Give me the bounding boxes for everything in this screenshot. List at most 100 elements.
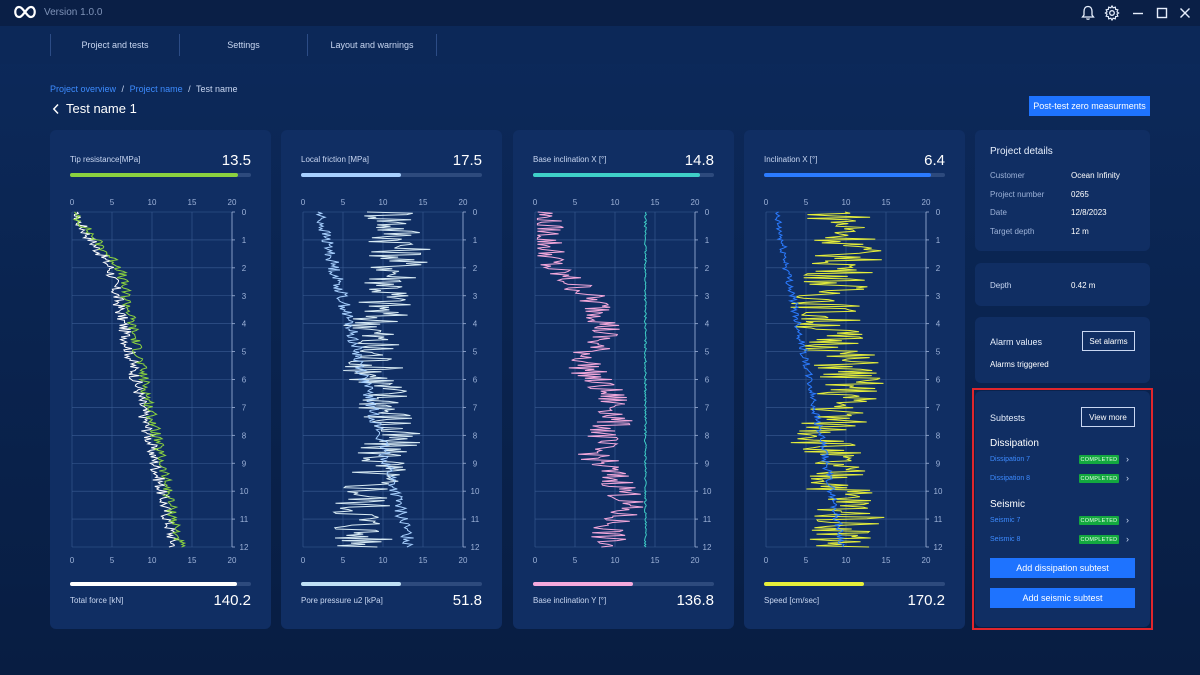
x-tick-label: 0 (70, 198, 75, 207)
nav-item-settings[interactable]: Settings (227, 40, 260, 50)
y-tick-label: 10 (471, 487, 480, 496)
chevron-right-icon[interactable]: › (1126, 454, 1129, 464)
x-tick-label: 0 (301, 556, 306, 565)
close-icon[interactable] (1176, 4, 1194, 22)
top-progress-bar (70, 173, 251, 177)
bottom-progress-bar (301, 582, 482, 586)
chevron-right-icon[interactable]: › (1126, 515, 1129, 525)
y-tick-label: 8 (242, 431, 247, 440)
view-more-button[interactable]: View more (1081, 407, 1135, 427)
subtests-highlight-frame (972, 388, 1153, 630)
y-tick-label: 12 (471, 543, 480, 552)
gear-icon[interactable] (1103, 4, 1121, 22)
y-tick-label: 9 (705, 459, 710, 468)
chevron-left-icon[interactable] (52, 103, 60, 115)
title-bar: Version 1.0.0 (0, 0, 1200, 26)
chart-bottom-label: Pore pressure u2 [kPa] (301, 596, 383, 605)
chevron-right-icon[interactable]: › (1126, 534, 1129, 544)
x-tick-label: 0 (301, 198, 306, 207)
x-tick-label: 15 (419, 556, 428, 565)
y-tick-label: 1 (936, 236, 941, 245)
x-tick-label: 0 (533, 556, 538, 565)
top-progress-bar (764, 173, 945, 177)
page-title-text: Test name 1 (66, 101, 137, 116)
series-line (536, 211, 644, 548)
breadcrumb: Project overview / Project name / Test n… (50, 84, 238, 94)
nav-item-project-and-tests[interactable]: Project and tests (81, 40, 149, 50)
y-tick-label: 0 (242, 208, 247, 217)
y-tick-label: 0 (705, 208, 710, 217)
y-tick-label: 6 (936, 376, 941, 385)
subtests-title: Subtests (990, 413, 1026, 423)
x-tick-label: 5 (804, 198, 809, 207)
subtest-seismic-7[interactable]: Seismic 7 (990, 517, 1021, 524)
chart-panel: Tip resistance[MPa] 13.5 Total force [kN] 1… (50, 130, 271, 629)
alarm-values-panel: Alarm values Set alarms Alarms triggered (975, 317, 1150, 383)
project-number-value: 0265 (1071, 190, 1089, 199)
x-tick-label: 15 (882, 556, 891, 565)
breadcrumb-separator: / (188, 84, 191, 94)
chart-bottom-value: 140.2 (213, 592, 251, 609)
subtest-seismic-8[interactable]: Seismic 8 (990, 536, 1021, 543)
y-tick-label: 12 (703, 543, 712, 552)
y-tick-label: 2 (705, 264, 710, 273)
y-tick-label: 5 (473, 348, 478, 357)
add-seismic-subtest-button[interactable]: Add seismic subtest (990, 588, 1135, 608)
x-tick-label: 10 (148, 556, 157, 565)
minimize-icon[interactable] (1129, 4, 1147, 22)
x-tick-label: 10 (611, 198, 620, 207)
x-tick-label: 15 (651, 556, 660, 565)
chevron-right-icon[interactable]: › (1126, 473, 1129, 483)
customer-label: Customer (990, 171, 1025, 180)
series-line (315, 211, 414, 548)
breadcrumb-separator: / (121, 84, 125, 94)
chart-bottom-value: 136.8 (676, 592, 714, 609)
x-tick-label: 20 (922, 556, 931, 565)
y-tick-label: 6 (473, 376, 478, 385)
chart-bottom-value: 170.2 (907, 592, 945, 609)
subtest-dissipation-8[interactable]: Dissipation 8 (990, 475, 1031, 482)
y-tick-label: 11 (240, 515, 249, 524)
x-tick-label: 0 (764, 198, 769, 207)
x-tick-label: 10 (379, 556, 388, 565)
maximize-icon[interactable] (1153, 4, 1171, 22)
y-tick-label: 10 (240, 487, 249, 496)
main-nav: Project and tests Settings Layout and wa… (0, 26, 1200, 64)
chart-bottom-value: 51.8 (452, 592, 482, 609)
y-tick-label: 3 (936, 292, 941, 301)
breadcrumb-project-name[interactable]: Project name (129, 84, 183, 94)
x-tick-label: 15 (651, 198, 660, 207)
subtest-dissipation-7[interactable]: Dissipation 7 (990, 456, 1031, 463)
date-value: 12/8/2023 (1071, 208, 1107, 217)
y-tick-label: 11 (471, 515, 480, 524)
breadcrumb-project-overview[interactable]: Project overview (50, 84, 117, 94)
x-tick-label: 20 (691, 198, 700, 207)
x-tick-label: 5 (110, 556, 115, 565)
chart-panel: Local friction [MPa] 17.5 Pore pressure u2… (281, 130, 502, 629)
y-tick-label: 8 (473, 431, 478, 440)
post-test-zero-button[interactable]: Post-test zero measurments (1029, 96, 1150, 116)
y-tick-label: 2 (473, 264, 478, 273)
set-alarms-button[interactable]: Set alarms (1082, 331, 1135, 351)
dissipation-heading: Dissipation (990, 438, 1039, 449)
x-tick-label: 20 (228, 556, 237, 565)
x-tick-label: 10 (611, 556, 620, 565)
x-tick-label: 10 (842, 198, 851, 207)
top-progress-fill (70, 173, 239, 177)
customer-value: Ocean Infinity (1071, 171, 1120, 180)
status-badge: COMPLETED (1079, 455, 1119, 464)
subtests-panel: Subtests View more Dissipation Dissipati… (975, 391, 1150, 627)
chart-bottom-label: Speed [cm/sec] (764, 596, 820, 605)
y-tick-label: 7 (936, 403, 941, 412)
x-tick-label: 20 (691, 556, 700, 565)
nav-item-layout-and-warnings[interactable]: Layout and warnings (330, 40, 414, 50)
x-tick-label: 15 (882, 198, 891, 207)
add-dissipation-subtest-button[interactable]: Add dissipation subtest (990, 558, 1135, 578)
chart-panel: Inclination X [°] 6.4 Speed [cm/sec] 170.2 0… (744, 130, 965, 629)
bell-icon[interactable] (1079, 4, 1097, 22)
y-tick-label: 5 (242, 348, 247, 357)
x-tick-label: 15 (419, 198, 428, 207)
x-tick-label: 0 (70, 556, 75, 565)
